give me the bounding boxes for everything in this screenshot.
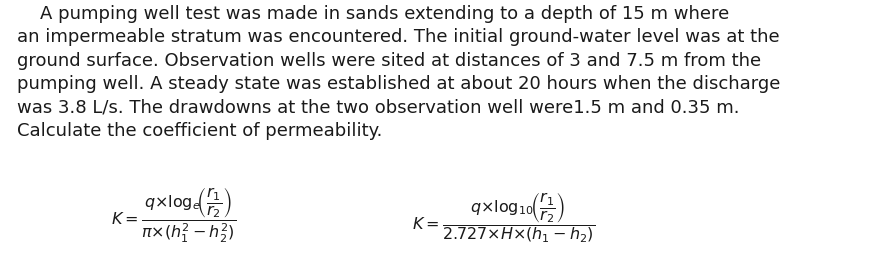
Text: $K = \dfrac{q{\times}\mathrm{log}_e\!\left(\dfrac{r_1}{r_2}\right)}{\pi{\times}(: $K = \dfrac{q{\times}\mathrm{log}_e\!\le… (112, 185, 236, 244)
Text: A pumping well test was made in sands extending to a depth of 15 m where
an impe: A pumping well test was made in sands ex… (17, 5, 780, 139)
Text: $K = \dfrac{q{\times}\mathrm{log}_{10}\!\left(\dfrac{r_1}{r_2}\right)}{2.727{\ti: $K = \dfrac{q{\times}\mathrm{log}_{10}\!… (412, 190, 596, 244)
